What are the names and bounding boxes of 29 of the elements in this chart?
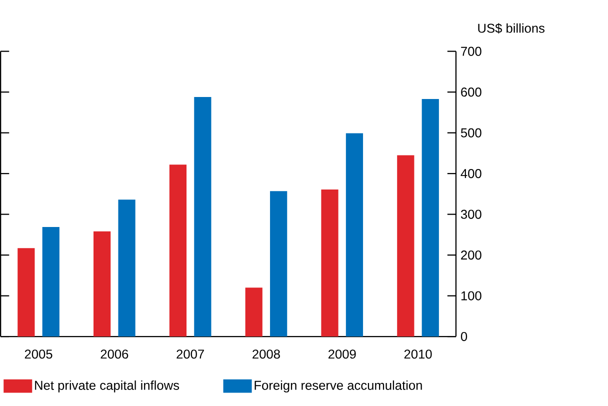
x-tick-label: 2010 — [404, 350, 432, 359]
y-tick-label: 600 — [461, 88, 482, 97]
legend-label: Foreign reserve accumulation — [254, 380, 422, 392]
bar — [118, 200, 136, 337]
bar — [270, 191, 288, 337]
y-axis-title: US$ billions — [478, 23, 545, 34]
bar — [346, 133, 364, 337]
bar — [169, 164, 187, 337]
bar — [422, 99, 439, 337]
y-tick-label: 300 — [460, 210, 482, 219]
bar — [397, 155, 414, 337]
x-tick-label: 2007 — [176, 350, 204, 359]
legend-label: Net private capital inflows — [35, 380, 180, 392]
y-tick-label: 700 — [461, 46, 482, 56]
y-tick-label: 200 — [461, 250, 482, 260]
bar — [245, 288, 262, 337]
y-tick-label: 500 — [460, 128, 482, 138]
bar — [94, 231, 111, 337]
bar — [194, 96, 212, 337]
y-tick-label: 400 — [460, 169, 482, 178]
bar — [18, 248, 35, 337]
x-tick-label: 2008 — [252, 350, 280, 359]
x-tick-label: 2009 — [328, 350, 356, 359]
x-tick-label: 2005 — [24, 350, 52, 359]
y-tick-label: 100 — [461, 291, 482, 300]
bar — [321, 189, 338, 337]
bar — [42, 226, 60, 337]
x-tick-label: 2006 — [100, 350, 128, 359]
y-tick-label: 0 — [460, 332, 468, 342]
